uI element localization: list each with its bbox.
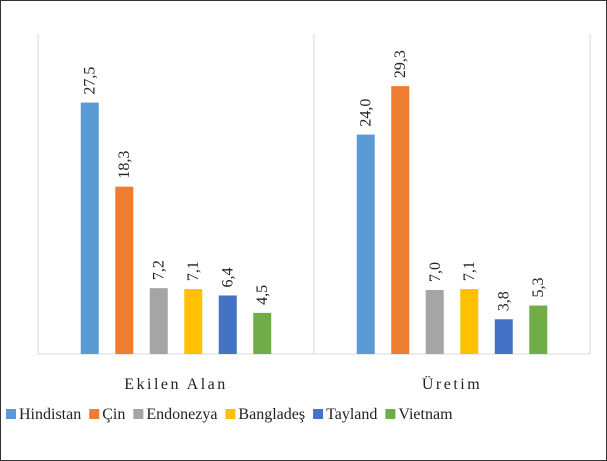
legend-label: Endonezya <box>146 406 217 423</box>
data-label: 6,4 <box>220 267 237 287</box>
legend-label: Tayland <box>326 406 377 423</box>
legend-swatch <box>89 409 100 419</box>
legend-swatch <box>313 409 324 419</box>
legend-swatch <box>225 409 236 419</box>
bar <box>460 289 479 354</box>
bar <box>425 290 444 354</box>
legend-swatch <box>133 409 144 419</box>
data-label: 7,1 <box>461 261 478 281</box>
bar <box>80 102 99 354</box>
data-label: 18,3 <box>116 151 133 179</box>
data-label: 29,3 <box>392 50 409 78</box>
bar <box>253 312 272 354</box>
bar <box>356 134 375 354</box>
data-label: 7,2 <box>151 260 168 280</box>
data-label: 24,0 <box>358 99 375 127</box>
bar <box>218 295 237 354</box>
bar <box>184 289 203 354</box>
bar <box>115 186 134 354</box>
x-tick-label: Ekilen Alan <box>124 376 227 393</box>
bar <box>494 319 513 354</box>
data-label: 27,5 <box>82 67 99 95</box>
x-tick-label: Üretim <box>422 375 482 393</box>
data-label: 5,3 <box>530 278 547 298</box>
data-label: 7,0 <box>427 262 444 282</box>
bar <box>149 288 168 354</box>
bar <box>391 86 410 354</box>
data-label: 3,8 <box>496 291 513 311</box>
legend-label: Hindistan <box>19 406 81 423</box>
legend-label: Çin <box>102 406 125 423</box>
bar <box>529 305 548 354</box>
data-label: 7,1 <box>185 261 202 281</box>
data-label: 4,5 <box>254 285 271 305</box>
legend-swatch <box>6 409 16 419</box>
legend-label: Vietnam <box>398 406 453 423</box>
legend-label: Bangladeş <box>238 406 305 423</box>
legend-swatch <box>385 409 396 419</box>
